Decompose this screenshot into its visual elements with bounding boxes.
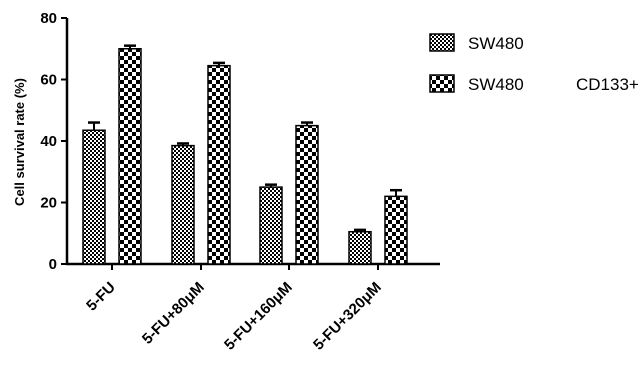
y-tick-label: 20 xyxy=(40,195,57,212)
legend: SW480 SW480 CD133+ xyxy=(429,33,638,94)
bar-sw480 xyxy=(348,230,372,265)
plot-area: 0 20 40 60 80 5-FU 5-FU+80μM 5-FU+160μM 5-FU+320… xyxy=(40,10,440,354)
bar-sw480-cd133 xyxy=(118,48,142,265)
legend-label: SW480 xyxy=(468,34,524,53)
x-tick-label: 5-FU xyxy=(83,279,119,315)
bar-sw480 xyxy=(82,129,106,265)
y-tick-label: 80 xyxy=(40,10,57,27)
legend-swatch xyxy=(429,33,455,52)
x-tick-label: 5-FU+320μM xyxy=(310,279,385,354)
bar-sw480-cd133 xyxy=(384,195,408,265)
bar-sw480-cd133 xyxy=(295,124,319,265)
y-tick-label: 40 xyxy=(40,133,57,150)
x-tick-label: 5-FU+80μM xyxy=(139,279,208,348)
legend-label: SW480 xyxy=(468,75,524,94)
bar-sw480-cd133 xyxy=(207,64,231,265)
legend-label-suffix: CD133+ xyxy=(576,75,638,94)
bar-sw480 xyxy=(171,144,195,265)
y-tick-label: 60 xyxy=(40,72,57,89)
y-tick-label: 0 xyxy=(49,256,57,273)
y-axis-title: Cell survival rate (%) xyxy=(12,78,27,206)
x-tick-label: 5-FU+160μM xyxy=(221,279,296,354)
bar-sw480 xyxy=(259,186,283,265)
legend-swatch xyxy=(429,74,455,93)
